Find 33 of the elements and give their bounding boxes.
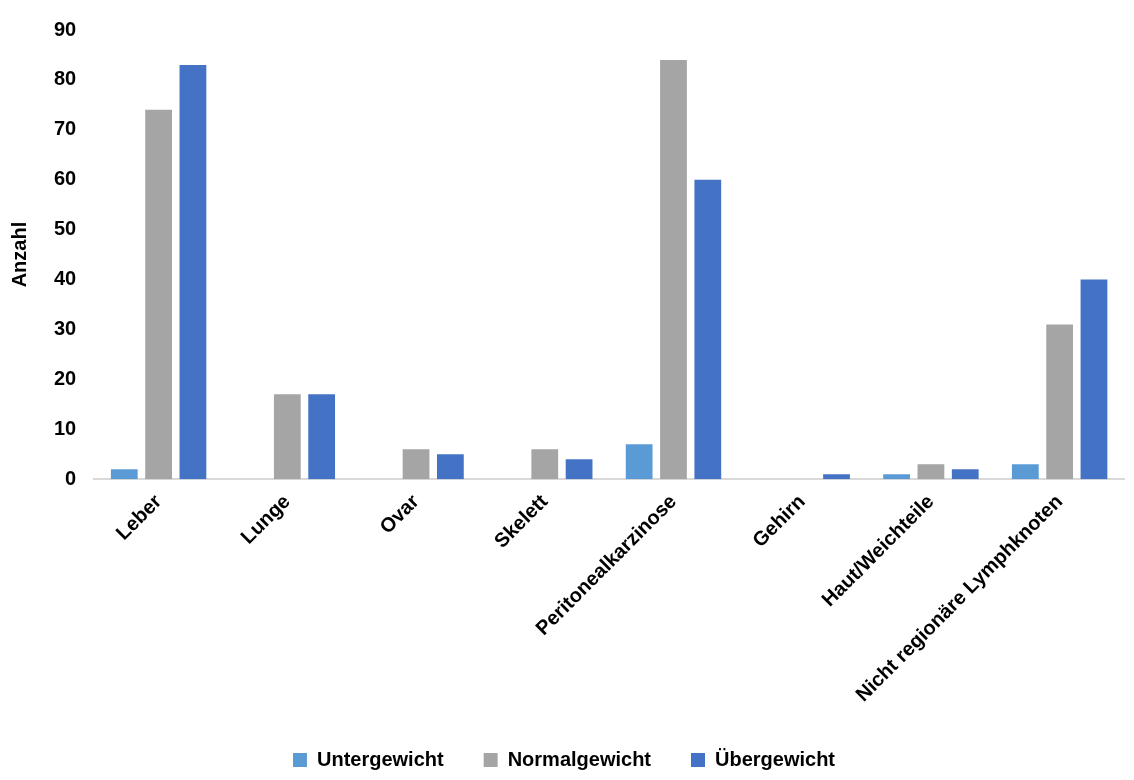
bar [883, 474, 910, 480]
bar [179, 64, 207, 480]
y-tick-label: 60 [54, 167, 77, 190]
bar [1080, 279, 1108, 480]
legend-label: Übergewicht [715, 747, 836, 770]
y-tick-label: 30 [54, 316, 77, 339]
bar [273, 394, 301, 480]
bar [1011, 464, 1039, 480]
bar [951, 469, 979, 480]
y-tick-label: 40 [54, 267, 77, 290]
bar [436, 454, 464, 480]
bar [531, 449, 559, 480]
y-tick-label: 0 [65, 466, 77, 489]
bar [402, 449, 430, 480]
y-tick-label: 20 [54, 366, 77, 389]
y-tick-label: 10 [54, 416, 77, 439]
bar [823, 474, 850, 480]
y-tick-label: 80 [54, 67, 77, 90]
y-tick-label: 70 [54, 117, 77, 140]
legend-label: Untergewicht [316, 747, 444, 770]
bar [565, 459, 593, 480]
bar [625, 444, 653, 480]
bar [694, 179, 722, 480]
bar [145, 109, 172, 480]
bar [660, 59, 687, 480]
y-tick-label: 50 [54, 217, 77, 240]
y-axis-title: Anzahl [7, 221, 30, 288]
bar [917, 464, 945, 480]
bar [308, 394, 336, 480]
bar [110, 469, 138, 480]
legend-label: Normalgewicht [507, 747, 652, 770]
y-tick-label: 90 [54, 17, 77, 40]
bar [1046, 324, 1074, 480]
